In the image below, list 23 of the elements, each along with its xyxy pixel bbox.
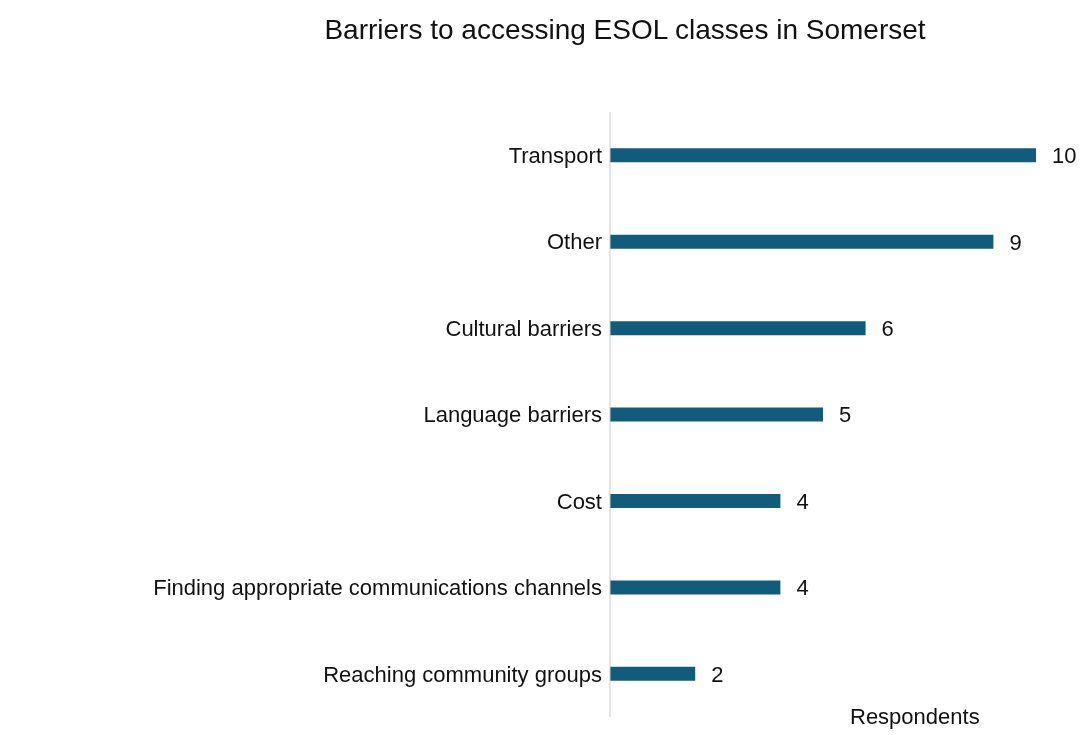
bar	[610, 494, 781, 509]
data-label: 2	[711, 661, 724, 687]
bar	[610, 580, 781, 595]
data-label: 6	[881, 315, 894, 341]
bar	[610, 666, 696, 681]
bar	[610, 234, 994, 249]
y-tick-label: Cost	[556, 488, 602, 514]
data-label: 4	[796, 575, 809, 601]
chart-title: Barriers to accessing ESOL classes in Somerset	[323, 14, 927, 46]
y-tick-label: Other	[546, 229, 602, 255]
bar	[610, 148, 1036, 163]
y-tick-label: Cultural barriers	[445, 315, 602, 341]
bar	[610, 407, 823, 422]
y-tick-label: Language barriers	[423, 402, 602, 428]
data-label: 5	[839, 402, 852, 428]
data-label: 4	[796, 488, 809, 514]
y-tick-label: Transport	[508, 143, 602, 169]
data-label: 10	[1052, 143, 1077, 169]
y-tick-label: Finding appropriate communications channels	[153, 575, 602, 601]
data-label: 9	[1009, 229, 1022, 255]
x-axis-title: Respondents	[850, 704, 980, 730]
y-tick-label: Reaching community groups	[323, 661, 602, 687]
bar	[610, 321, 866, 336]
